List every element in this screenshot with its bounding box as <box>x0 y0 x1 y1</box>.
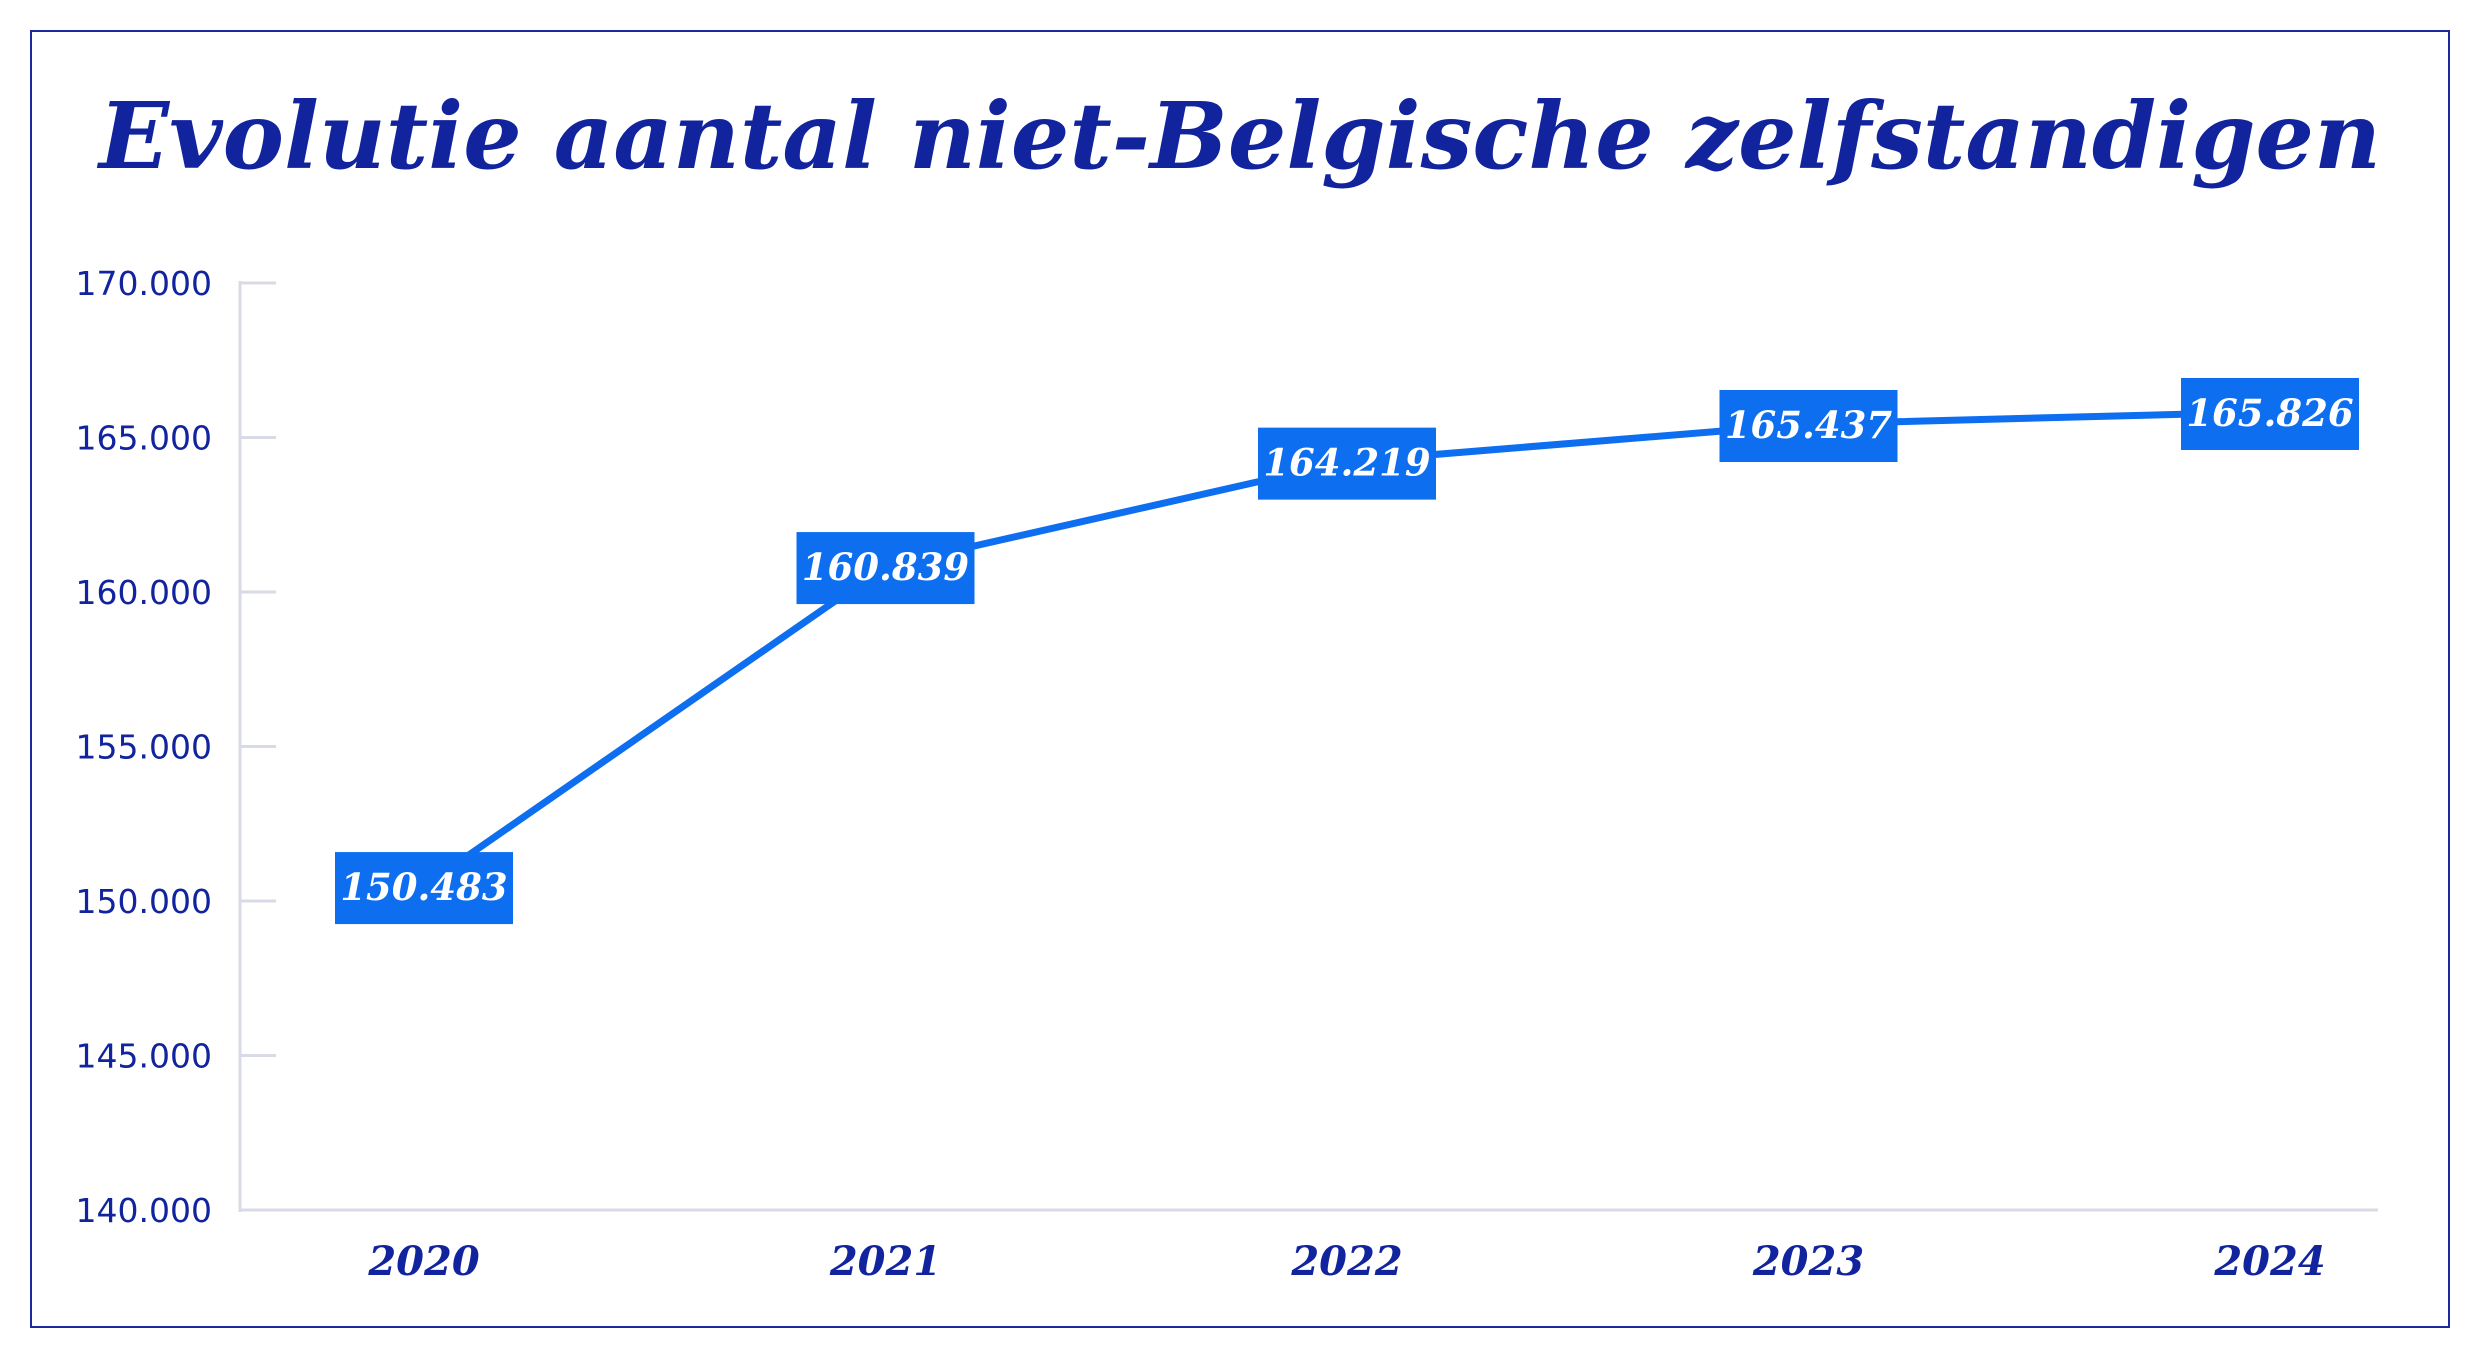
data-label-text: 150.483 <box>340 865 507 909</box>
data-label-box <box>1258 427 1436 500</box>
x-tick-label: 2023 <box>1752 1238 1864 1285</box>
data-label-box <box>2181 377 2359 450</box>
data-label-box <box>335 852 513 925</box>
y-tick-label: 165.000 <box>76 419 212 458</box>
x-tick-label: 2021 <box>829 1238 941 1285</box>
x-axis-ticks: 2020 2021 2022 2023 2024 <box>367 1238 2325 1285</box>
data-label: 150.483 <box>335 852 513 925</box>
data-label-text: 165.437 <box>1725 403 1893 447</box>
y-tick-label: 155.000 <box>76 728 212 767</box>
y-tick-label: 150.000 <box>76 882 212 921</box>
x-tick-label: 2020 <box>367 1238 479 1285</box>
data-label-text: 165.826 <box>2186 391 2353 435</box>
y-axis-ticks: 140.000 145.000 150.000 155.000 160.000 165.0… <box>76 264 276 1230</box>
data-labels: 150.483 160.839 164.219 165.437 165.826 <box>335 377 2359 925</box>
data-label-text: 160.839 <box>802 545 969 589</box>
y-tick-label: 145.000 <box>76 1037 212 1076</box>
data-label: 164.219 <box>1258 427 1436 500</box>
data-label-text: 164.219 <box>1263 441 1430 485</box>
y-tick-label: 170.000 <box>76 264 212 303</box>
data-label-box <box>796 532 975 605</box>
y-tick-label: 160.000 <box>76 573 212 612</box>
x-tick-label: 2024 <box>2213 1238 2325 1285</box>
chart-frame <box>30 30 2450 1328</box>
y-tick-label: 140.000 <box>76 1191 212 1230</box>
data-label: 165.826 <box>2181 377 2359 450</box>
x-tick-label: 2022 <box>1290 1238 1402 1285</box>
data-label: 165.437 <box>1719 389 1898 462</box>
data-label-box <box>1719 389 1898 462</box>
chart-title: Evolutie aantal niet-Belgische zelfstand… <box>99 82 2381 190</box>
data-label: 160.839 <box>796 532 975 605</box>
